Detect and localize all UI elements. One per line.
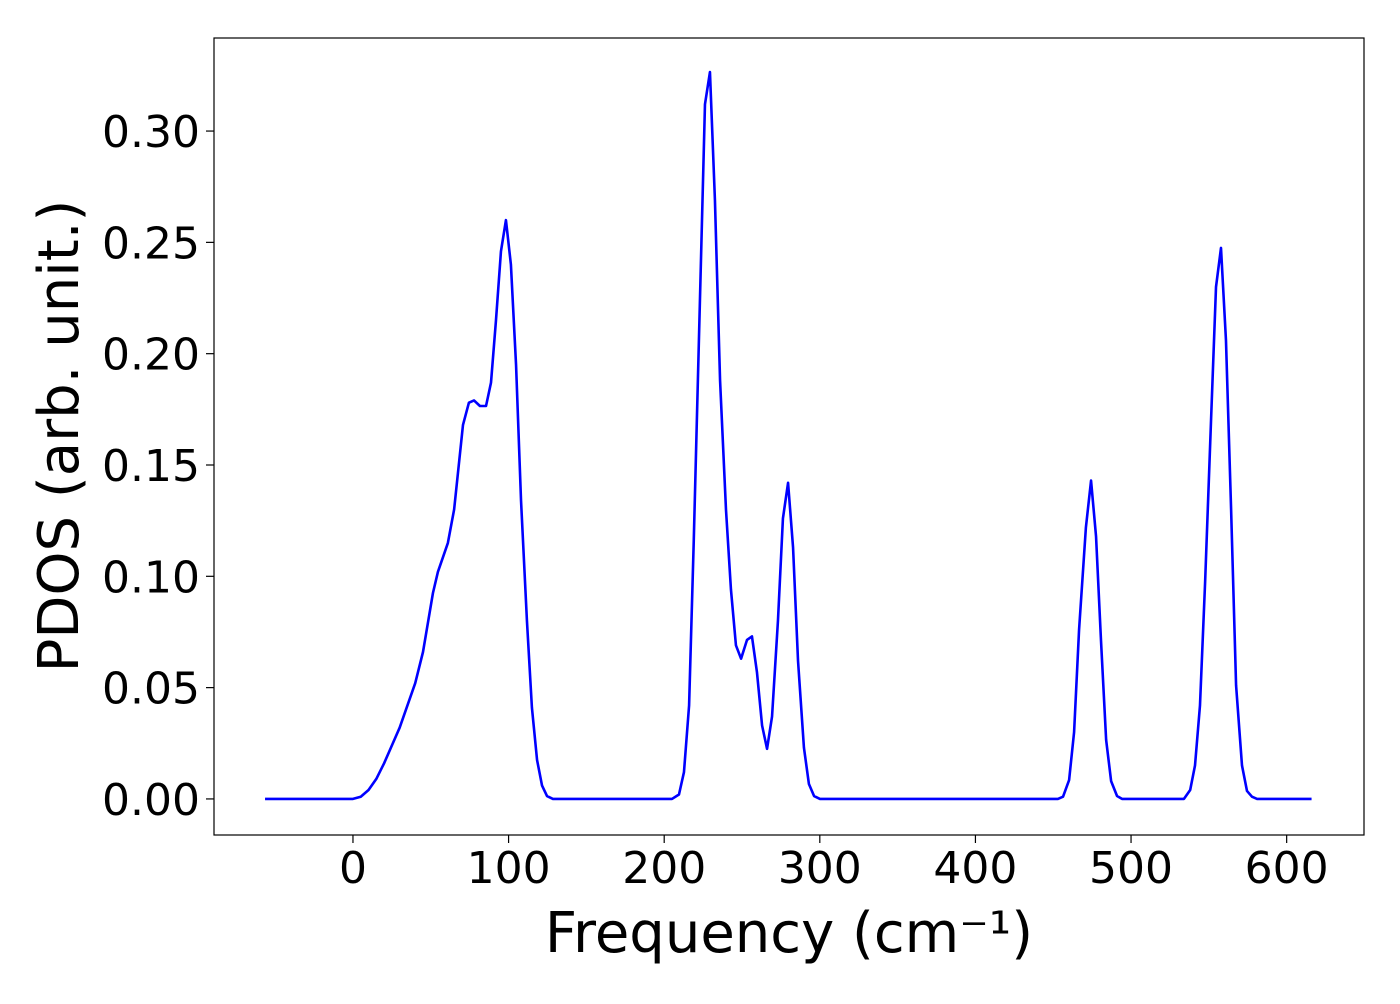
y-tick-label: 0.05 — [102, 664, 200, 715]
y-tick-label: 0.30 — [102, 107, 200, 158]
y-tick-label: 0.25 — [102, 218, 200, 269]
x-tick-label: 300 — [778, 843, 862, 894]
x-tick-label: 400 — [933, 843, 1017, 894]
x-tick-label: 0 — [339, 843, 367, 894]
x-tick-label: 500 — [1089, 843, 1173, 894]
y-axis-label: PDOS (arb. unit.) — [27, 200, 92, 673]
x-axis-label: Frequency (cm⁻¹) — [545, 901, 1033, 966]
y-tick-label: 0.20 — [102, 330, 200, 381]
y-tick-label: 0.10 — [102, 552, 200, 603]
x-tick-label: 600 — [1245, 843, 1329, 894]
y-tick-label: 0.15 — [102, 441, 200, 492]
x-tick-label: 100 — [467, 843, 551, 894]
data-line — [265, 70, 1312, 801]
plot-frame — [213, 37, 1365, 836]
y-tick-label: 0.00 — [102, 775, 200, 826]
x-tick-label: 200 — [622, 843, 706, 894]
